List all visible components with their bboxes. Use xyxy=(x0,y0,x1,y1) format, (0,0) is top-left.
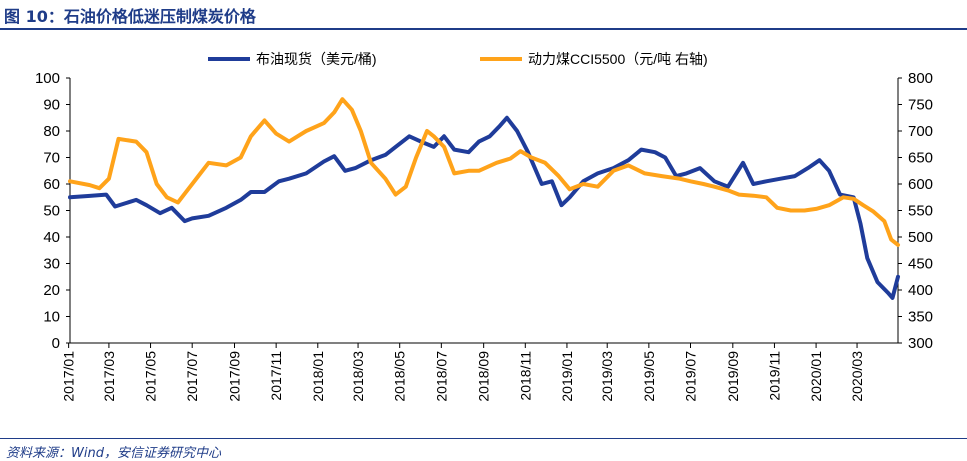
y-tick-label-right: 400 xyxy=(908,282,933,299)
y-tick-label-left: 80 xyxy=(43,123,60,140)
y-tick-label-right: 500 xyxy=(908,229,933,246)
y-tick-label-left: 70 xyxy=(43,150,60,167)
source-note: 资料来源：Wind，安信证券研究中心 xyxy=(6,446,221,461)
y-tick-label-left: 50 xyxy=(43,203,60,220)
x-tick-label: 2017/09 xyxy=(227,351,243,402)
x-tick-label: 2018/03 xyxy=(350,351,366,402)
y-tick-label-right: 300 xyxy=(908,335,933,352)
y-tick-label-right: 600 xyxy=(908,176,933,193)
series-line-coal xyxy=(68,97,900,247)
x-tick-label: 2018/09 xyxy=(476,351,492,402)
y-tick-label-right: 750 xyxy=(908,97,933,114)
footer-rule xyxy=(0,438,967,439)
x-tick-label: 2017/05 xyxy=(143,351,159,402)
y-tick-label-right: 350 xyxy=(908,309,933,326)
x-tick-label: 2018/11 xyxy=(517,351,533,401)
x-tick-label: 2017/11 xyxy=(268,351,284,401)
x-tick-label: 2017/03 xyxy=(101,351,117,402)
x-tick-label: 2019/01 xyxy=(559,351,575,402)
y-tick-label-right: 450 xyxy=(908,256,933,273)
y-tick-label-left: 90 xyxy=(43,97,60,114)
legend-label: 布油现货（美元/桶) xyxy=(256,51,377,67)
x-tick-label: 2017/01 xyxy=(61,351,77,402)
y-tick-label-left: 40 xyxy=(43,229,60,246)
x-tick-label: 2020/01 xyxy=(808,351,824,402)
x-tick-label: 2019/07 xyxy=(682,351,698,402)
x-tick-label: 2018/05 xyxy=(392,351,408,402)
y-tick-label-left: 0 xyxy=(52,335,60,352)
y-tick-label-left: 20 xyxy=(43,282,60,299)
x-tick-label: 2019/05 xyxy=(641,351,657,402)
y-tick-label-right: 550 xyxy=(908,203,933,220)
x-tick-label: 2018/07 xyxy=(433,351,449,402)
title-rule xyxy=(0,28,967,30)
x-tick-label: 2019/11 xyxy=(766,351,782,401)
y-tick-label-right: 800 xyxy=(908,70,933,87)
y-tick-label-right: 700 xyxy=(908,123,933,140)
series-line-oil xyxy=(68,115,900,300)
y-tick-label-left: 10 xyxy=(43,309,60,326)
y-tick-label-left: 100 xyxy=(35,70,60,87)
x-tick-label: 2018/01 xyxy=(310,351,326,402)
legend-label: 动力煤CCI5500（元/吨 右轴) xyxy=(528,51,708,67)
y-tick-label-left: 60 xyxy=(43,176,60,193)
y-tick-label-left: 30 xyxy=(43,256,60,273)
x-tick-label: 2019/03 xyxy=(599,351,615,402)
x-tick-label: 2017/07 xyxy=(184,351,200,402)
figure-title: 图 10：石油价格低迷压制煤炭价格 xyxy=(4,7,256,26)
x-tick-label: 2019/09 xyxy=(725,351,741,402)
y-tick-label-right: 650 xyxy=(908,150,933,167)
x-tick-label: 2020/03 xyxy=(849,351,865,402)
